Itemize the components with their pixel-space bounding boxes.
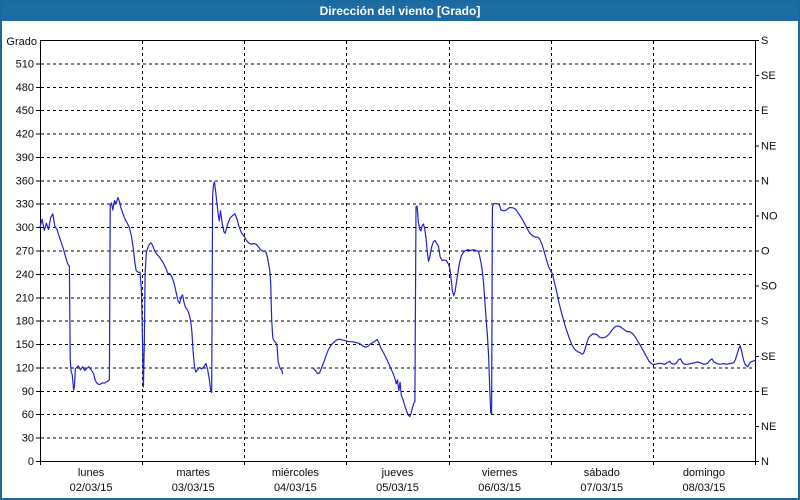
left-axis-tick-label: 60 <box>22 409 34 421</box>
day-name-label: sábado <box>584 467 620 479</box>
left-axis-tick-label: 0 <box>28 456 34 468</box>
left-axis-tick-label: 300 <box>16 222 34 234</box>
left-axis-tick-label: 390 <box>16 152 34 164</box>
left-axis-tick-label: 510 <box>16 58 34 70</box>
left-axis: 0 30 60 90 120 150 180 210 240 270 300 330 360 390 420… <box>6 36 40 468</box>
left-axis-tick-label: 90 <box>22 386 34 398</box>
day-name-label: viernes <box>482 467 518 479</box>
chart-title-bar: Dirección del viento [Grado] <box>2 2 798 21</box>
left-axis-tick-label: 240 <box>16 269 34 281</box>
right-axis-tick-label: E <box>761 386 768 398</box>
left-axis-tick-label: 270 <box>16 246 34 258</box>
day-name-label: lunes <box>78 467 105 479</box>
right-axis-tick-label: NE <box>761 140 776 152</box>
right-axis-tick-label: SO <box>761 281 777 293</box>
left-axis-tick-label: 330 <box>16 199 34 211</box>
day-date-label: 05/03/15 <box>376 482 419 494</box>
series-segment <box>312 203 756 418</box>
day-name-label: martes <box>176 467 210 479</box>
left-axis-tick-label: 480 <box>16 82 34 94</box>
right-axis-tick-label: NO <box>761 210 778 222</box>
left-axis-tick-label: 180 <box>16 316 34 328</box>
gridlines <box>41 41 754 460</box>
left-axis-tick-label: 120 <box>16 362 34 374</box>
day-name-label: domingo <box>683 467 725 479</box>
right-axis-tick-label: N <box>761 175 769 187</box>
right-axis-tick-label: S <box>761 35 768 47</box>
left-axis-tick-label: 360 <box>16 175 34 187</box>
left-axis-tick-label: 30 <box>22 433 34 445</box>
day-date-label: 02/03/15 <box>70 482 113 494</box>
wind-direction-line <box>39 181 756 418</box>
left-axis-tick-label: 420 <box>16 129 34 141</box>
right-axis: N NE E SE S SO O NO N NE E SE S <box>755 35 778 468</box>
right-axis-tick-label: NE <box>761 421 776 433</box>
left-axis-tick-label: 150 <box>16 339 34 351</box>
left-axis-tick-label: 450 <box>16 105 34 117</box>
series-segment <box>39 181 284 393</box>
day-date-label: 06/03/15 <box>478 482 521 494</box>
right-axis-tick-label: O <box>761 246 770 258</box>
wind-direction-chart: 0 30 60 90 120 150 180 210 240 270 300 330 360 390 420… <box>6 35 778 494</box>
right-axis-tick-label: SE <box>761 70 776 82</box>
day-date-label: 08/03/15 <box>683 482 726 494</box>
left-axis-tick-label: 210 <box>16 292 34 304</box>
day-date-label: 07/03/15 <box>580 482 623 494</box>
day-date-label: 03/03/15 <box>172 482 215 494</box>
day-name-label: jueves <box>381 467 414 479</box>
right-axis-tick-label: S <box>761 316 768 328</box>
day-name-label: miércoles <box>272 467 320 479</box>
right-axis-tick-label: N <box>761 456 769 468</box>
x-axis: lunes 02/03/15 martes 03/03/15 miércoles 04/0… <box>40 461 756 494</box>
left-axis-unit-label: Grado <box>6 36 37 48</box>
right-axis-tick-label: E <box>761 105 768 117</box>
right-axis-tick-label: SE <box>761 351 776 363</box>
day-date-label: 04/03/15 <box>274 482 317 494</box>
